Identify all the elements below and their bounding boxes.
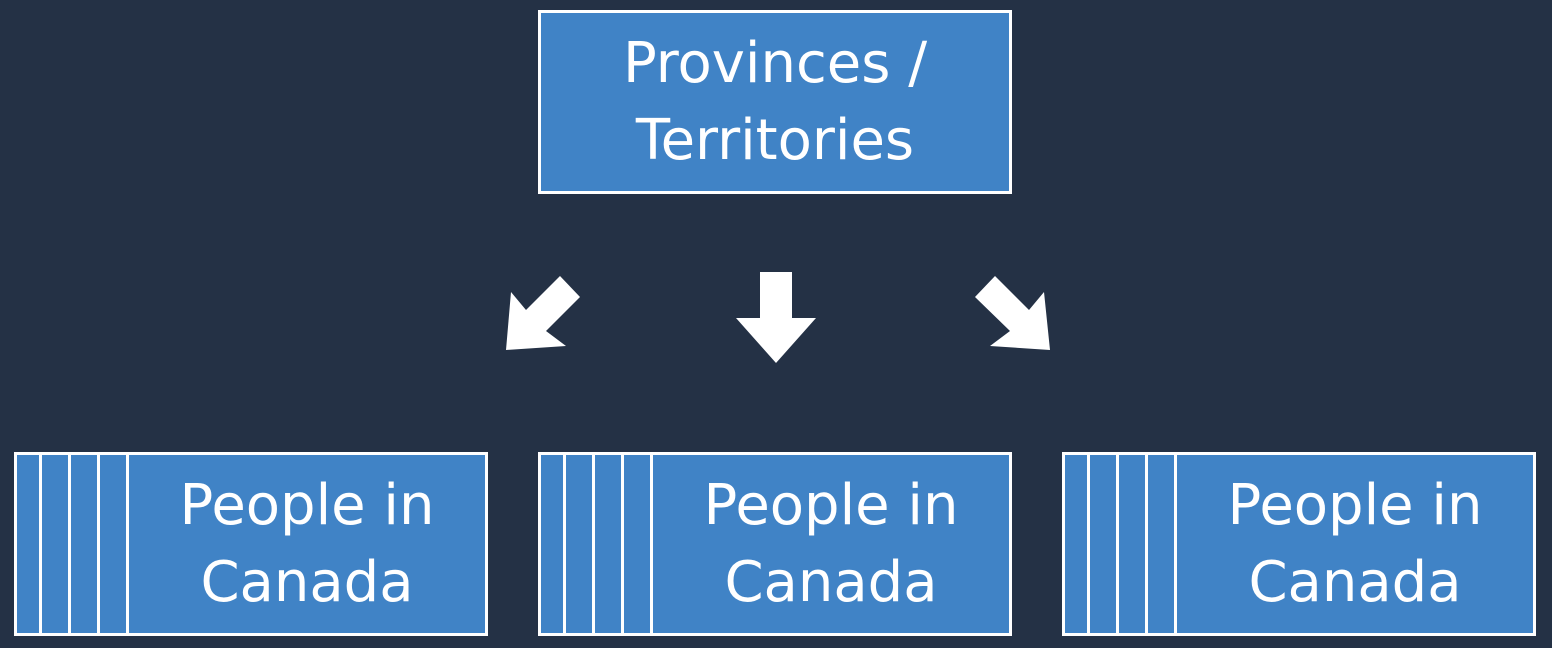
child-node-people-in-canada: People in Canada xyxy=(14,452,488,636)
stripe-divider xyxy=(97,455,100,633)
stack-stripes xyxy=(541,455,653,633)
stripe-divider xyxy=(39,455,42,633)
stripe-divider xyxy=(563,455,566,633)
stack-stripes xyxy=(1065,455,1177,633)
root-node-provinces-territories: Provinces / Territories xyxy=(538,10,1012,194)
stripe-divider xyxy=(1087,455,1090,633)
stripe-divider xyxy=(1116,455,1119,633)
child-node-label: People in Canada xyxy=(1227,473,1483,615)
stack-stripes xyxy=(17,455,129,633)
stripe-divider xyxy=(1145,455,1148,633)
stripe-divider xyxy=(126,455,129,633)
root-node-label: Provinces / Territories xyxy=(622,31,928,173)
child-node-label: People in Canada xyxy=(179,473,435,615)
stripe-divider xyxy=(621,455,624,633)
arrow-down-icon xyxy=(736,272,816,363)
child-node-people-in-canada: People in Canada xyxy=(1062,452,1536,636)
stripe-divider xyxy=(1174,455,1177,633)
child-node-people-in-canada: People in Canada xyxy=(538,452,1012,636)
stripe-divider xyxy=(650,455,653,633)
stripe-divider xyxy=(592,455,595,633)
child-node-label: People in Canada xyxy=(703,473,959,615)
arrow-down-right-icon xyxy=(975,276,1050,350)
stripe-divider xyxy=(68,455,71,633)
arrow-down-left-icon xyxy=(506,276,580,350)
